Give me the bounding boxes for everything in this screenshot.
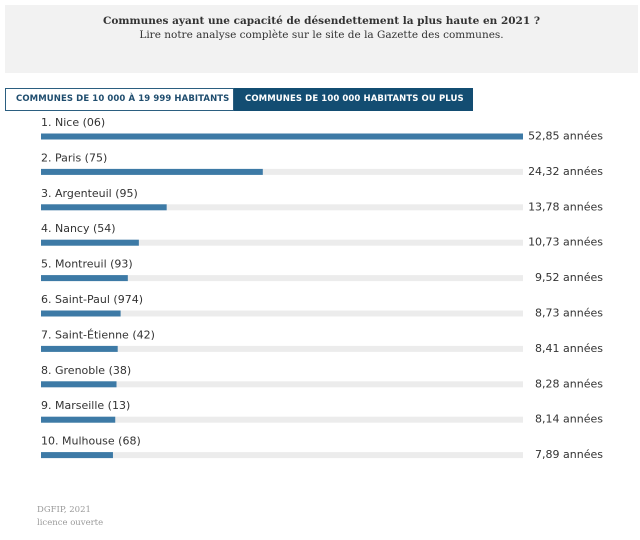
value-label: 8,14 années: [535, 413, 603, 426]
bar-track: [41, 310, 523, 317]
category-label: 10. Mulhouse (68): [41, 435, 141, 448]
tab-communes-10000-19999[interactable]: COMMUNES DE 10 000 À 19 999 HABITANTS: [5, 88, 234, 111]
category-label: 6. Saint-Paul (974): [41, 293, 143, 306]
value-label: 8,41 années: [535, 342, 603, 355]
value-label: 9,52 années: [535, 271, 603, 284]
category-label: 9. Marseille (13): [41, 399, 130, 412]
value-label: 24,32 années: [528, 165, 603, 178]
bar: [41, 381, 117, 388]
value-label: 8,28 années: [535, 377, 603, 390]
tab-communes-100000-plus[interactable]: COMMUNES DE 100 000 HABITANTS OU PLUS: [234, 88, 473, 111]
bar-track: [41, 381, 523, 388]
bar-chart: 1. Nice (06) 52,85 années 2. Paris (75) 24,…: [41, 116, 603, 461]
value-label: 7,89 années: [535, 448, 603, 461]
bar: [41, 239, 139, 246]
bar-track: [41, 168, 523, 175]
bar: [41, 416, 116, 423]
bar-track: [41, 275, 523, 282]
bar-track: [41, 204, 523, 211]
bar: [41, 345, 118, 352]
bar-track: [41, 345, 523, 352]
bar-track: [41, 416, 523, 423]
tab-bar: COMMUNES DE 10 000 À 19 999 HABITANTS CO…: [5, 88, 473, 111]
chart-footer: DGFIP, 2021 licence ouverte: [37, 504, 103, 530]
category-label: 8. Grenoble (38): [41, 364, 131, 377]
category-label: 7. Saint-Étienne (42): [41, 328, 155, 341]
bar: [41, 275, 128, 282]
bar-track: [41, 239, 523, 246]
chart-title: Communes ayant une capacité de désendett…: [103, 15, 540, 27]
bar: [41, 204, 167, 211]
category-label: 5. Montreuil (93): [41, 258, 133, 271]
value-label: 13,78 années: [528, 200, 603, 213]
bar: [41, 133, 523, 140]
bar-track: [41, 452, 523, 459]
value-label: 10,73 années: [528, 236, 603, 249]
bar: [41, 168, 263, 175]
category-label: 1. Nice (06): [41, 116, 105, 129]
value-label: 8,73 années: [535, 307, 603, 320]
chart-header: Communes ayant une capacité de désendett…: [5, 5, 638, 73]
chart-subtitle: Lire notre analyse complète sur le site …: [139, 29, 504, 41]
source-note: DGFIP, 2021: [37, 505, 91, 515]
value-label: 52,85 années: [528, 130, 603, 143]
category-label: 3. Argenteuil (95): [41, 187, 138, 200]
category-label: 4. Nancy (54): [41, 222, 116, 235]
bar: [41, 452, 113, 459]
category-label: 2. Paris (75): [41, 151, 107, 164]
bar: [41, 310, 121, 317]
license-note: licence ouverte: [37, 518, 104, 528]
